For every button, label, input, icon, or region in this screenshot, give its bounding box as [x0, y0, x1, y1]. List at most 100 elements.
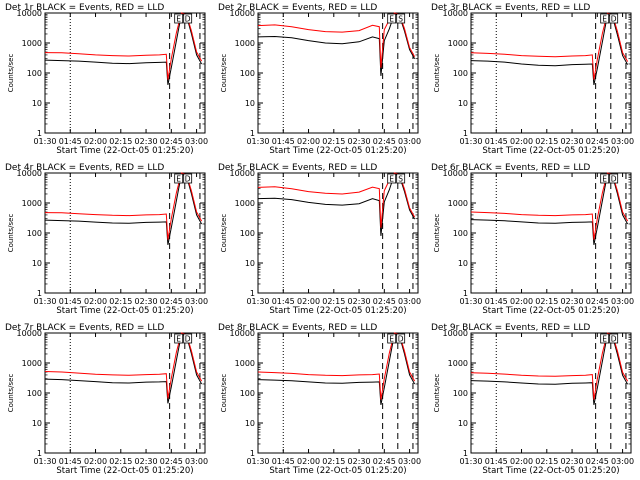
y-tick-label: 1 — [250, 129, 255, 138]
x-tick-label: 02:15 — [535, 297, 558, 306]
y-tick-label: 10 — [245, 419, 255, 428]
x-tick-label: 01:30 — [33, 137, 56, 146]
x-axis-label: Start Time (22-Oct-05 01:25:20) — [269, 466, 406, 476]
x-tick-label: 02:15 — [535, 137, 558, 146]
y-tick-label: 10000 — [17, 169, 42, 178]
y-tick-label: 10000 — [17, 329, 42, 338]
legend-box-label: D — [185, 175, 191, 184]
x-tick-label: 03:00 — [611, 137, 634, 146]
y-tick-label: 100 — [240, 229, 255, 238]
x-tick-label: 02:30 — [135, 297, 158, 306]
x-tick-label: 01:45 — [272, 297, 295, 306]
x-tick-label: 02:15 — [109, 137, 132, 146]
y-tick-label: 10 — [458, 419, 468, 428]
x-tick-label: 02:45 — [160, 457, 183, 466]
y-tick-label: 10 — [32, 259, 42, 268]
chart-title: Det 1r BLACK = Events, RED = LLD — [5, 3, 164, 13]
y-tick-label: 10000 — [443, 9, 468, 18]
y-axis-label: Counts/sec — [7, 54, 15, 93]
x-tick-label: 01:45 — [272, 457, 295, 466]
x-axis-label: Start Time (22-Oct-05 01:25:20) — [482, 146, 619, 156]
legend-box-label: E — [176, 335, 181, 344]
plot-frame — [257, 172, 419, 294]
chart-panel-2: Det 2r BLACK = Events, RED = LLD 1 10 100 10… — [218, 3, 421, 156]
y-tick-label: 10000 — [230, 9, 255, 18]
y-tick-label: 1 — [250, 449, 255, 458]
y-tick-label: 10 — [32, 419, 42, 428]
legend-box-label: D — [185, 335, 191, 344]
y-tick-label: 1 — [37, 449, 42, 458]
legend-box — [183, 13, 193, 24]
plot-frame — [470, 12, 632, 134]
y-axis-label: Counts/sec — [433, 374, 441, 413]
x-tick-label: 01:45 — [485, 137, 508, 146]
legend-box-label: E — [176, 15, 181, 24]
legend-box-label: D — [611, 15, 617, 24]
x-tick-label: 02:00 — [510, 137, 533, 146]
chart-title: Det 7r BLACK = Events, RED = LLD — [5, 323, 164, 333]
chart-panel-1: Det 1r BLACK = Events, RED = LLD 1 10 100 10… — [5, 3, 208, 156]
x-tick-label: 02:00 — [84, 297, 107, 306]
x-tick-label: 02:30 — [135, 457, 158, 466]
x-tick-label: 02:15 — [322, 297, 345, 306]
legend-box-label: D — [611, 175, 617, 184]
x-tick-label: 01:45 — [59, 137, 82, 146]
x-tick-label: 02:15 — [322, 457, 345, 466]
y-axis-label: Counts/sec — [220, 214, 228, 253]
y-tick-label: 100 — [27, 69, 42, 78]
y-tick-label: 1000 — [22, 359, 42, 368]
y-axis-label: Counts/sec — [220, 374, 228, 413]
x-tick-label: 01:45 — [272, 137, 295, 146]
x-tick-label: 01:45 — [59, 297, 82, 306]
x-tick-label: 03:00 — [398, 137, 421, 146]
x-tick-label: 02:30 — [561, 297, 584, 306]
y-tick-label: 1000 — [22, 199, 42, 208]
legend-box — [609, 173, 619, 184]
y-tick-label: 1000 — [22, 39, 42, 48]
y-axis-label: Counts/sec — [220, 54, 228, 93]
legend-box-label: E — [602, 175, 607, 184]
x-tick-label: 01:30 — [33, 297, 56, 306]
legend-box-label: E — [389, 335, 394, 344]
y-tick-label: 1 — [37, 289, 42, 298]
x-tick-label: 02:45 — [586, 457, 609, 466]
y-axis-label: Counts/sec — [433, 54, 441, 93]
y-tick-label: 1 — [250, 289, 255, 298]
y-tick-label: 10 — [458, 99, 468, 108]
plot-frame — [44, 332, 206, 454]
x-tick-label: 02:30 — [348, 137, 371, 146]
x-axis-label: Start Time (22-Oct-05 01:25:20) — [482, 466, 619, 476]
x-tick-label: 02:00 — [510, 457, 533, 466]
legend-box-label: D — [611, 335, 617, 344]
plot-frame — [44, 12, 206, 134]
x-tick-label: 01:30 — [246, 457, 269, 466]
y-tick-label: 1000 — [448, 199, 468, 208]
x-tick-label: 02:45 — [160, 137, 183, 146]
y-tick-label: 1 — [463, 129, 468, 138]
x-tick-label: 02:15 — [322, 137, 345, 146]
x-tick-label: 02:30 — [561, 137, 584, 146]
x-tick-label: 02:00 — [297, 137, 320, 146]
chart-title: Det 3r BLACK = Events, RED = LLD — [431, 3, 590, 13]
legend-box-label: S — [398, 15, 403, 24]
x-tick-label: 02:30 — [348, 297, 371, 306]
legend-box — [387, 333, 397, 344]
chart-panel-5: Det 5r BLACK = Events, RED = LLD 1 10 100 10… — [218, 163, 421, 316]
x-tick-label: 01:30 — [459, 137, 482, 146]
x-tick-label: 02:30 — [135, 137, 158, 146]
x-tick-label: 02:15 — [109, 297, 132, 306]
x-tick-label: 01:45 — [485, 297, 508, 306]
x-axis-label: Start Time (22-Oct-05 01:25:20) — [56, 306, 193, 316]
legend-box-label: E — [389, 175, 394, 184]
x-tick-label: 02:45 — [373, 137, 396, 146]
x-axis-label: Start Time (22-Oct-05 01:25:20) — [56, 146, 193, 156]
legend-box — [609, 13, 619, 24]
y-axis-label: Counts/sec — [433, 214, 441, 253]
chart-panel-7: Det 7r BLACK = Events, RED = LLD 1 10 100 10… — [5, 323, 208, 476]
y-tick-label: 10 — [245, 99, 255, 108]
legend-box — [174, 173, 184, 184]
chart-panel-8: Det 8r BLACK = Events, RED = LLD 1 10 100 10… — [218, 323, 421, 476]
y-tick-label: 100 — [240, 69, 255, 78]
x-tick-label: 02:45 — [586, 297, 609, 306]
